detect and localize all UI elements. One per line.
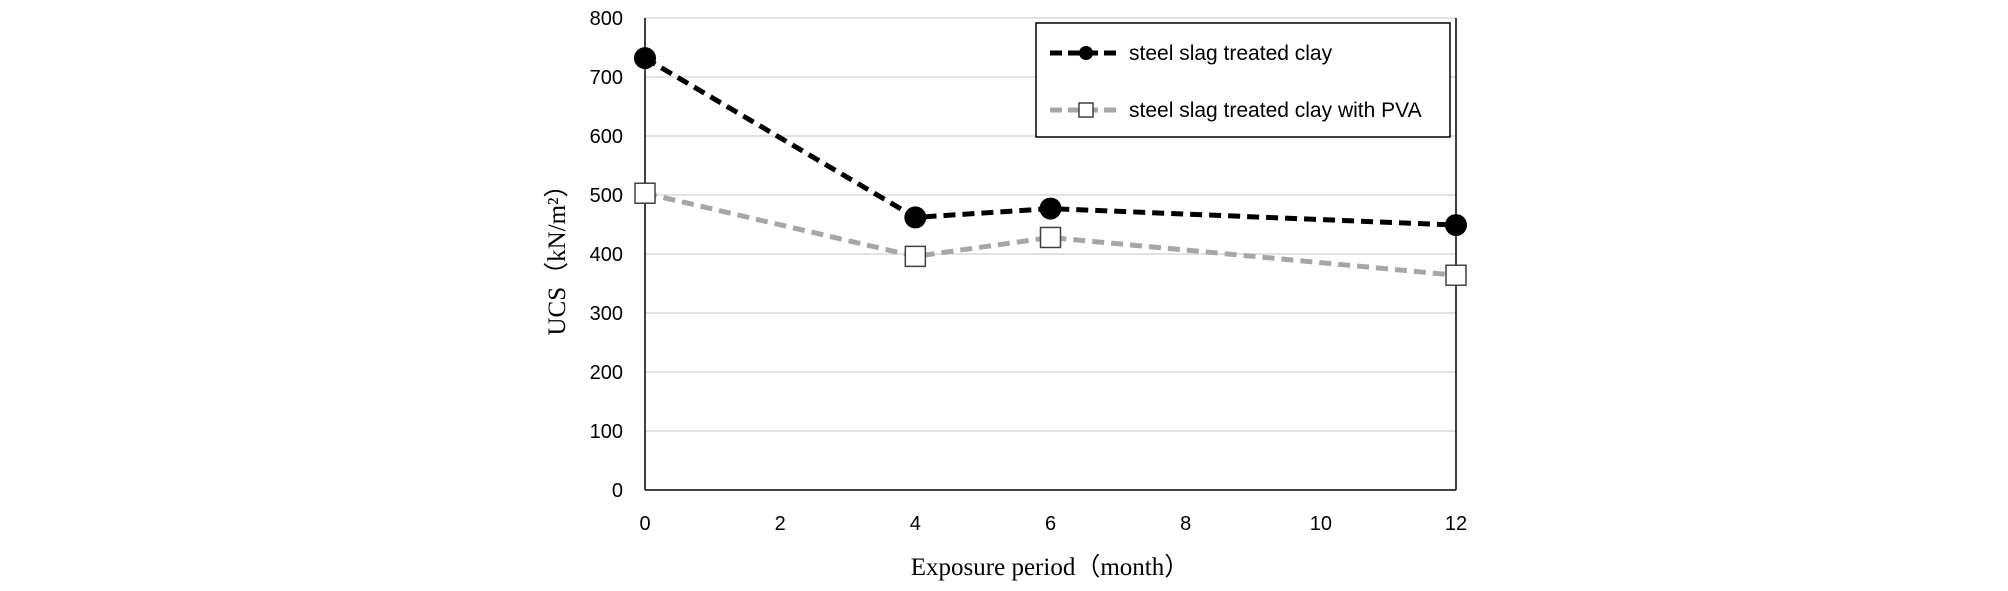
- series-line-1: [643, 55, 1457, 228]
- y-tick-label: 600: [590, 126, 623, 148]
- legend-label-2: steel slag treated clay with PVA: [1129, 99, 1422, 122]
- x-tick-label: 6: [1045, 513, 1056, 535]
- data-point-marker: [1445, 214, 1467, 237]
- x-tick-label: 12: [1445, 513, 1467, 535]
- y-tick-labels: 0 100 200 300 400 500 600 700 800: [590, 8, 623, 502]
- y-axis-title: UCS（kN/m²）: [543, 172, 571, 335]
- data-point-marker: [634, 182, 656, 204]
- legend-box: [1035, 22, 1451, 138]
- data-point-marker: [904, 245, 927, 268]
- x-tick-label: 4: [910, 513, 921, 535]
- data-point-marker: [634, 47, 656, 70]
- legend-marker-1: [1079, 46, 1093, 60]
- y-tick-label: 300: [590, 303, 623, 325]
- y-tick-label: 700: [590, 67, 623, 89]
- series-layer: [634, 47, 1467, 286]
- x-tick-label: 2: [775, 513, 786, 535]
- x-tick-label: 8: [1180, 513, 1191, 535]
- y-tick-label: 500: [590, 185, 623, 207]
- y-tick-label: 800: [590, 8, 623, 30]
- data-point-marker: [1039, 197, 1062, 220]
- legend-marker-2: [1078, 102, 1094, 118]
- x-tick-labels: 0 2 4 6 8 10 12: [639, 513, 1467, 535]
- series-line-2: [644, 190, 1457, 278]
- x-tick-label: 0: [639, 513, 650, 535]
- data-point-marker: [1039, 226, 1062, 249]
- y-tick-label: 400: [590, 244, 623, 266]
- x-axis-title: Exposure period（month）: [911, 553, 1189, 581]
- legend-label-1: steel slag treated clay: [1129, 42, 1333, 65]
- y-tick-label: 0: [612, 480, 623, 502]
- y-tick-label: 100: [590, 421, 623, 443]
- data-point-marker: [904, 206, 927, 229]
- data-point-marker: [1445, 264, 1467, 286]
- x-tick-label: 10: [1310, 513, 1332, 535]
- y-tick-label: 200: [590, 362, 623, 384]
- legend: steel slag treated clay steel slag treat…: [1035, 22, 1451, 138]
